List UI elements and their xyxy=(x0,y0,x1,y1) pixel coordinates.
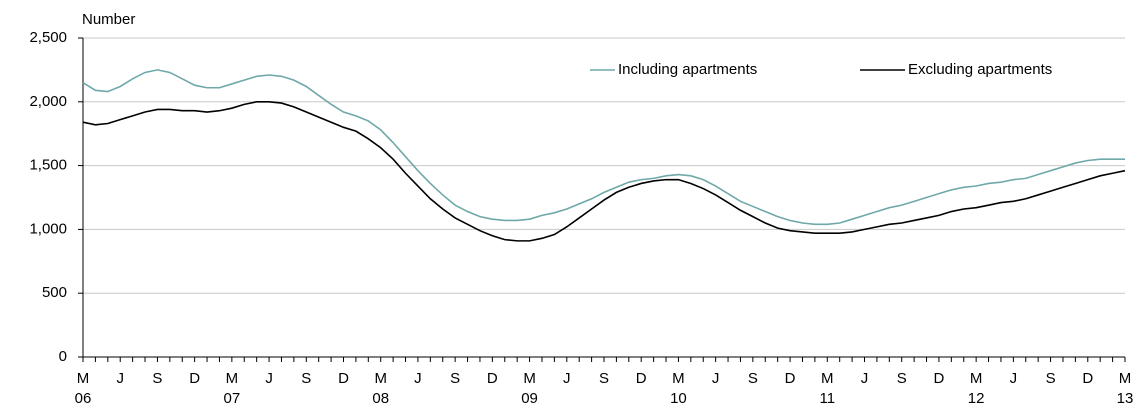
y-tick-label: 0 xyxy=(59,348,67,365)
x-year-label: 12 xyxy=(968,390,985,407)
x-tick-label: J xyxy=(265,370,273,387)
x-year-label: 07 xyxy=(224,390,241,407)
x-tick-label: M xyxy=(77,370,90,387)
x-tick-label: M xyxy=(523,370,536,387)
x-tick-label: S xyxy=(897,370,907,387)
y-tick-label: 2,000 xyxy=(29,93,67,110)
y-tick-label: 2,500 xyxy=(29,29,67,46)
x-year-label: 06 xyxy=(75,390,92,407)
x-tick-label: D xyxy=(189,370,200,387)
x-tick-label: S xyxy=(450,370,460,387)
x-tick-label: J xyxy=(414,370,422,387)
legend-label: Excluding apartments xyxy=(908,61,1052,78)
x-tick-label: D xyxy=(636,370,647,387)
x-tick-label: J xyxy=(1010,370,1018,387)
x-tick-label: M xyxy=(821,370,834,387)
x-tick-label: M xyxy=(226,370,239,387)
x-tick-label: S xyxy=(748,370,758,387)
x-tick-label: J xyxy=(861,370,869,387)
legend-label: Including apartments xyxy=(618,61,757,78)
y-tick-label: 1,500 xyxy=(29,157,67,174)
x-tick-label: S xyxy=(1046,370,1056,387)
x-tick-label: S xyxy=(152,370,162,387)
x-tick-label: S xyxy=(599,370,609,387)
x-year-label: 13 xyxy=(1117,390,1134,407)
x-year-label: 08 xyxy=(372,390,389,407)
series-line xyxy=(82,101,1126,242)
x-year-label: 10 xyxy=(670,390,687,407)
y-tick-label: 500 xyxy=(42,284,67,301)
y-tick-label: 1,000 xyxy=(29,220,67,237)
x-tick-label: M xyxy=(1119,370,1132,387)
x-tick-label: J xyxy=(563,370,571,387)
x-tick-label: M xyxy=(374,370,387,387)
x-tick-label: D xyxy=(487,370,498,387)
x-tick-label: D xyxy=(934,370,945,387)
x-year-label: 11 xyxy=(819,390,835,407)
x-tick-label: J xyxy=(712,370,720,387)
x-tick-label: M xyxy=(970,370,983,387)
x-tick-label: J xyxy=(116,370,124,387)
x-tick-label: D xyxy=(785,370,796,387)
x-tick-label: S xyxy=(301,370,311,387)
x-year-label: 09 xyxy=(521,390,538,407)
x-tick-label: D xyxy=(1082,370,1093,387)
series-line xyxy=(82,69,1125,226)
x-tick-label: D xyxy=(338,370,349,387)
y-axis-label: Number xyxy=(82,11,135,28)
x-tick-label: M xyxy=(672,370,685,387)
